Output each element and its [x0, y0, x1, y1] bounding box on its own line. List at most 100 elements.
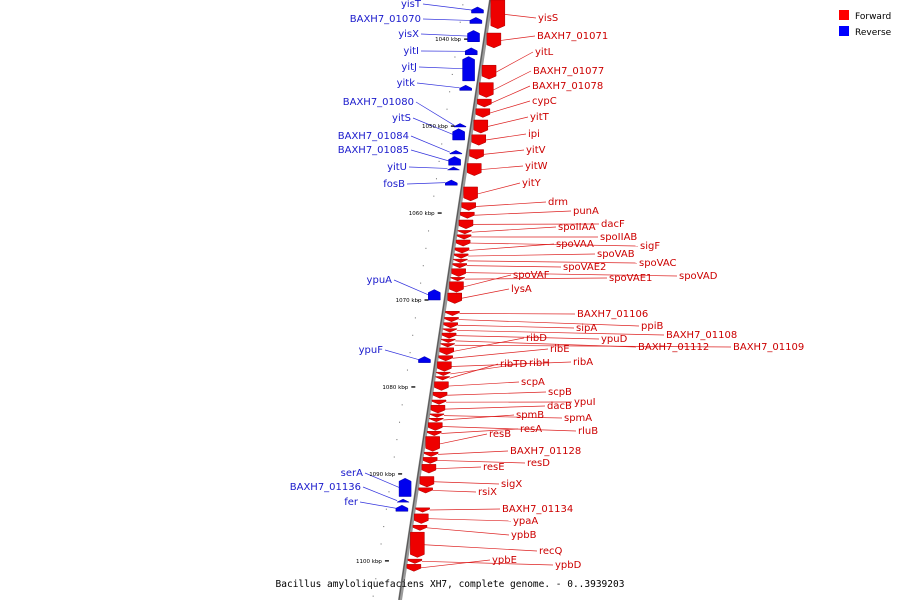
gene-ribe	[438, 355, 453, 362]
gene-ribh	[436, 371, 451, 376]
forward-gene-label: scpB	[548, 387, 572, 398]
reverse-leader-line	[362, 486, 398, 501]
forward-gene-label: rsiX	[478, 487, 497, 498]
forward-arrow	[440, 343, 455, 348]
forward-leader-line	[456, 330, 665, 336]
reverse-gene-label: yitS	[392, 113, 411, 124]
forward-gene-label: drm	[548, 197, 568, 208]
reverse-leader-line	[384, 349, 419, 360]
forward-gene-label: cypC	[532, 96, 557, 107]
gene-ypbb	[412, 524, 428, 531]
reverse-gene-label: BAXH7_01080	[343, 97, 414, 108]
gene-dacf	[458, 219, 474, 229]
gene-ypbd	[407, 558, 423, 564]
reverse-leader-line	[393, 279, 429, 296]
gene-scpa	[434, 381, 449, 391]
genome-backbone	[398, 0, 493, 600]
gene-spma	[429, 413, 445, 418]
forward-gene-label: BAXH7_01112	[638, 342, 709, 353]
tick-dot	[420, 282, 422, 284]
forward-arrow	[423, 451, 439, 457]
tick-dot	[385, 508, 387, 510]
forward-arrow	[415, 507, 430, 513]
tick-dot	[441, 143, 443, 145]
gene-ypui	[431, 399, 447, 405]
reverse-leader-line	[408, 166, 448, 169]
gene-yitw	[467, 163, 482, 176]
forward-gene-label: ypuD	[601, 334, 628, 345]
forward-leader-line	[465, 272, 678, 277]
forward-arrow	[461, 202, 476, 211]
forward-leader-line	[468, 243, 555, 251]
forward-leader-line	[470, 242, 639, 247]
forward-arrow	[479, 82, 494, 98]
gene-riba	[437, 361, 452, 372]
forward-arrow	[455, 239, 471, 247]
forward-arrow	[463, 186, 478, 202]
reverse-arrow	[428, 289, 441, 301]
legend: Forward Reverse	[839, 10, 892, 38]
forward-gene-label: spoIIAA	[558, 222, 596, 233]
tick-dot	[380, 543, 382, 545]
gene-yiss	[490, 0, 506, 29]
reverse-arrow	[396, 498, 410, 503]
forward-arrow	[406, 564, 422, 572]
tick-label: 1080 kbp	[382, 385, 408, 391]
coordinate-ticks: 1040 kbp 1050 kbp 1060 kbp 1070 kbp 1080 kbp…	[356, 4, 469, 597]
leader-lines	[359, 3, 732, 569]
forward-arrow	[453, 253, 469, 259]
reverse-leader-line	[406, 182, 446, 185]
gene-yitl	[481, 64, 497, 80]
gene-rlub	[428, 422, 443, 431]
forward-gene-label: sipA	[576, 323, 597, 334]
gene-features	[395, 0, 506, 572]
forward-arrow	[445, 311, 460, 316]
forward-gene-label: yisS	[538, 13, 558, 24]
forward-arrow	[469, 149, 484, 160]
reverse-legend-swatch	[839, 26, 849, 36]
forward-gene-label: BAXH7_01077	[533, 66, 604, 77]
reverse-gene-label: fer	[344, 497, 359, 508]
backbone-line	[398, 0, 491, 600]
forward-arrow	[425, 436, 440, 452]
forward-leader-line	[424, 544, 538, 552]
reverse-leader-line	[420, 33, 468, 37]
gene-baxh7-01084	[449, 150, 463, 155]
gene-resb	[425, 436, 440, 452]
forward-gene-label: BAXH7_01128	[510, 446, 581, 457]
forward-gene-label: ribH	[529, 358, 550, 369]
reverse-leader-line	[410, 135, 451, 153]
forward-gene-label: spoVAE2	[563, 262, 606, 273]
forward-arrow	[434, 381, 449, 391]
gene-yity	[463, 186, 478, 202]
reverse-leader-line	[422, 18, 470, 21]
gene-baxh7-01134	[415, 507, 430, 513]
reverse-leader-line	[410, 149, 449, 162]
reverse-leader-line	[418, 66, 463, 70]
reverse-gene-label: ypuA	[367, 275, 393, 286]
gene-yitk	[459, 84, 472, 91]
forward-leader-line	[493, 70, 532, 91]
forward-leader-line	[467, 260, 638, 264]
forward-leader-line	[495, 51, 534, 73]
reverse-leader-line	[422, 3, 472, 11]
gene-rsix	[418, 487, 433, 494]
forward-gene-label: spoVAB	[597, 249, 635, 260]
forward-leader-line	[491, 85, 531, 104]
forward-arrow	[453, 258, 468, 263]
forward-leader-line	[433, 481, 500, 485]
forward-gene-label: BAXH7_01108	[666, 330, 737, 341]
gene-labels: yisT BAXH7_01070 yisX yitI yitJ yitk BAXH7_010…	[290, 0, 805, 571]
gene-ribd	[439, 347, 454, 356]
forward-leader-line	[500, 35, 536, 41]
gene-baxh7-01108	[442, 328, 458, 333]
forward-leader-line	[448, 381, 520, 387]
gene-yitt	[473, 119, 489, 134]
forward-gene-label: scpA	[521, 377, 545, 388]
forward-gene-label: ypuI	[574, 397, 596, 408]
tick-dot	[391, 473, 393, 475]
forward-legend-swatch	[839, 10, 849, 20]
reverse-gene-label: serA	[341, 468, 363, 479]
forward-leader-line	[451, 361, 572, 367]
forward-arrow	[414, 513, 429, 524]
